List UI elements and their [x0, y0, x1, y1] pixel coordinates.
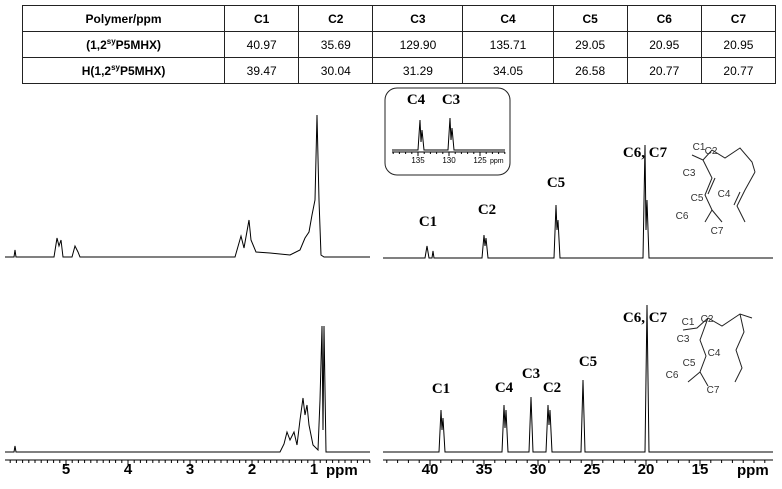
x-axis-label: ppm [326, 462, 358, 479]
x-tick-label: 125 [473, 156, 487, 165]
x-tick-label: 135 [411, 156, 425, 165]
peak-label: C1 [419, 214, 437, 230]
x-tick-label: 40 [422, 461, 439, 478]
peak-label: C2 [543, 380, 561, 396]
peak-label: C6, C7 [623, 310, 668, 326]
structure-label: C5 [691, 193, 704, 204]
x-tick-label: 30 [530, 461, 547, 478]
table-cell: 20.77 [700, 57, 777, 84]
x-tick-label: 35 [476, 461, 493, 478]
label-superscript: sy [111, 63, 120, 72]
header-cell: C3 [372, 5, 464, 32]
x-tick-label: 15 [692, 461, 709, 478]
structure-label: C5 [683, 358, 696, 369]
structure-label: C1 [693, 142, 706, 153]
label-text: H(1,2 [81, 64, 112, 78]
table-cell: 40.97 [224, 31, 300, 58]
x-tick-label: 2 [248, 461, 256, 478]
table-row: (1,2syP5MHX) 40.97 35.69 129.90 135.71 29.05 2… [21, 31, 777, 58]
x-tick-label: 1 [310, 461, 318, 478]
h-spectrum-bottom [5, 325, 370, 453]
x-tick-label: 4 [124, 461, 133, 478]
table-body: Polymer/ppm C1 C2 C3 C4 C5 C6 C7 (1,2syP5MHX) 40.… [21, 5, 777, 84]
table-cell: 31.29 [372, 57, 464, 84]
structure-bottom [682, 313, 753, 387]
structure-top [691, 147, 756, 223]
table-cell: 35.69 [298, 31, 374, 58]
peak-label: C3 [522, 366, 540, 382]
structure-label: C2 [705, 146, 718, 157]
peak-label: C5 [579, 354, 597, 370]
x-axis-label: ppm [737, 462, 769, 479]
structure-label: C4 [708, 348, 721, 359]
row-label: (1,2syP5MHX) [21, 31, 226, 58]
structure-label: C7 [711, 226, 724, 237]
peak-label: C6, C7 [623, 145, 668, 161]
structure-label: C7 [707, 385, 720, 396]
table-cell: 129.90 [372, 31, 464, 58]
c-spectrum-top [383, 144, 773, 259]
structure-label: C4 [718, 189, 731, 200]
c-spectrum-bottom [383, 304, 773, 453]
header-cell: C6 [626, 5, 702, 32]
header-row: Polymer/ppm C1 C2 C3 C4 C5 C6 C7 [21, 5, 777, 32]
peak-label: C2 [478, 202, 496, 218]
label-superscript: sy [106, 37, 116, 46]
shift-table: Polymer/ppm C1 C2 C3 C4 C5 C6 C7 (1,2syP5MHX) 40.… [21, 5, 777, 84]
structure-label: C6 [666, 370, 679, 381]
table-cell: 20.95 [626, 31, 702, 58]
table-cell: 26.58 [552, 57, 628, 84]
x-tick-label: 130 [442, 156, 456, 165]
table-cell: 20.95 [700, 31, 777, 58]
peak-label: C4 [495, 380, 514, 396]
header-cell: C7 [700, 5, 777, 32]
peak-label: C3 [442, 92, 460, 108]
x-tick-label: 3 [186, 461, 194, 478]
x-tick-label: 25 [584, 461, 601, 478]
label-text: P5MHX) [115, 38, 162, 52]
table-cell: 30.04 [298, 57, 374, 84]
structure-label: C2 [701, 314, 714, 325]
inset-axis-label: ppm [490, 158, 504, 165]
x-tick-label: 20 [638, 461, 655, 478]
table-cell: 29.05 [552, 31, 628, 58]
row-label: H(1,2syP5MHX) [21, 57, 226, 84]
peak-label: C4 [407, 92, 426, 108]
structure-label: C3 [683, 168, 696, 179]
peak-label: C5 [547, 175, 565, 191]
table-cell: 39.47 [224, 57, 300, 84]
inset-spectrum [392, 117, 505, 151]
h-spectrum-top [5, 114, 370, 258]
structure-label: C6 [676, 211, 689, 222]
table-cell: 34.05 [462, 57, 554, 84]
header-cell: Polymer/ppm [21, 5, 226, 32]
table-row: H(1,2syP5MHX) 39.47 30.04 31.29 34.05 26.58 20… [21, 57, 777, 84]
label-text: P5MHX) [120, 64, 166, 78]
peak-label: C1 [432, 381, 450, 397]
header-cell: C1 [224, 5, 300, 32]
x-tick-label: 5 [62, 461, 70, 478]
label-text: (1,2 [86, 38, 107, 52]
inset-frame [384, 87, 511, 176]
table-cell: 20.77 [626, 57, 702, 84]
structure-label: C1 [682, 317, 695, 328]
structure-label: C3 [677, 334, 690, 345]
